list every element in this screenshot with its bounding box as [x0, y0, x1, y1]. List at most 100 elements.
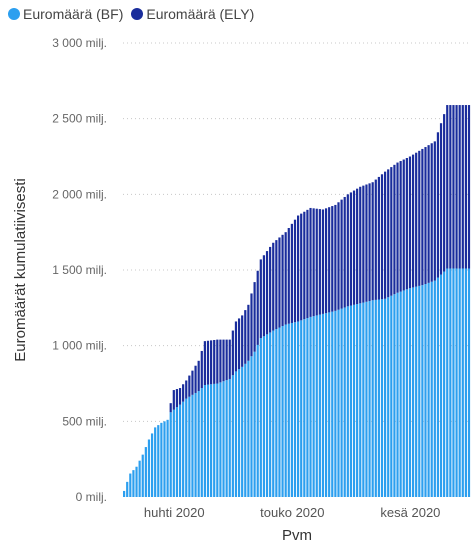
bar-ely [250, 293, 253, 357]
bar-bf [228, 378, 231, 497]
bar-bf [256, 344, 259, 497]
bar-bf [349, 305, 353, 497]
bar-ely [402, 159, 405, 291]
bar-ely [194, 365, 197, 393]
bar-ely [169, 403, 172, 413]
bar-ely [387, 169, 390, 298]
bar-ely [312, 208, 315, 317]
bar-bf [203, 385, 206, 497]
bar-bf [182, 401, 185, 497]
bar-bf [356, 304, 359, 497]
bar-ely [430, 143, 433, 282]
bar-bf [405, 289, 408, 497]
bar-bf [269, 332, 272, 497]
bar-ely [433, 141, 436, 281]
bar-bf [380, 299, 384, 497]
bar-bf [166, 419, 169, 497]
bar-ely [439, 123, 443, 275]
bar-ely [265, 251, 269, 335]
bar-bf [206, 384, 210, 497]
bar-bf [331, 311, 334, 497]
bar-ely [284, 232, 287, 325]
bar-ely [337, 202, 340, 310]
bar-bf [175, 407, 179, 497]
bar-bf [452, 268, 455, 497]
bar-bf [324, 313, 328, 497]
bar-bf [244, 363, 247, 497]
bar-bf [225, 380, 228, 497]
y-tick-label: 1 500 milj. [52, 263, 107, 277]
bar-bf [374, 299, 377, 497]
bar-ely [461, 105, 464, 269]
bar-bf [446, 268, 449, 497]
bar-bf [337, 309, 340, 497]
bar-ely [396, 162, 399, 293]
bar-ely [278, 237, 281, 328]
bar-bf [262, 336, 266, 497]
bar-bf [411, 287, 415, 497]
bar-ely [458, 105, 461, 269]
bar-bf [464, 268, 467, 497]
bar-ely [241, 315, 244, 367]
bar-bf [415, 286, 418, 497]
bar-bf [129, 473, 132, 497]
bar-bf [194, 392, 197, 497]
bar-bf [439, 274, 443, 497]
bar-bf [387, 297, 390, 497]
bar-bf [144, 447, 147, 497]
bar-bf [222, 381, 225, 497]
bar-ely [244, 310, 247, 364]
bar-ely [436, 132, 440, 278]
legend-item-ely[interactable]: Euromäärä (ELY) [131, 6, 254, 22]
bar-ely [309, 207, 312, 317]
bar-bf [352, 304, 356, 497]
bar-bf [455, 268, 458, 497]
bar-bf [157, 425, 160, 497]
bar-ely [290, 223, 293, 323]
bar-ely [411, 154, 415, 288]
bar-ely [231, 330, 234, 376]
bar-ely [191, 370, 194, 395]
bar-bf [371, 300, 374, 497]
bar-ely [178, 388, 182, 405]
bar-ely [352, 190, 356, 305]
y-tick-label: 2 000 milj. [52, 187, 107, 201]
bar-bf [436, 277, 440, 497]
bar-bf [219, 382, 222, 497]
bar-bf [359, 303, 362, 497]
bar-bf [241, 366, 244, 497]
x-tick-label: touko 2020 [260, 505, 324, 520]
bar-ely [247, 304, 250, 361]
bar-bf [377, 299, 380, 497]
bar-ely [455, 105, 458, 269]
bar-ely [424, 147, 427, 284]
bar-bf [150, 433, 154, 497]
bar-bf [126, 481, 129, 497]
bar-ely [259, 259, 262, 339]
bar-ely [408, 156, 412, 289]
x-tick-label: huhti 2020 [144, 505, 205, 520]
bar-bf [169, 412, 172, 497]
legend-dot-ely [131, 8, 144, 20]
bar-ely [200, 350, 203, 389]
bar-ely [427, 145, 430, 283]
bar-bf [297, 321, 300, 497]
legend-item-bf[interactable]: Euromäärä (BF) [8, 6, 123, 22]
bar-bf [147, 439, 151, 497]
bar-bf [178, 404, 182, 497]
bar-bf [418, 285, 421, 497]
x-tick-label: kesä 2020 [380, 505, 440, 520]
bar-ely [452, 105, 455, 269]
bar-bf [461, 268, 464, 497]
bar-ely [297, 215, 300, 322]
bar-ely [349, 192, 353, 306]
bar-ely [343, 196, 346, 308]
legend: Euromäärä (BF) Euromäärä (ELY) [8, 6, 254, 22]
bar-ely [188, 375, 191, 397]
bar-bf [362, 302, 365, 497]
bar-ely [380, 174, 384, 300]
bar-bf [141, 454, 144, 497]
bar-ely [443, 114, 446, 272]
y-tick-label: 3 000 milj. [52, 36, 107, 50]
